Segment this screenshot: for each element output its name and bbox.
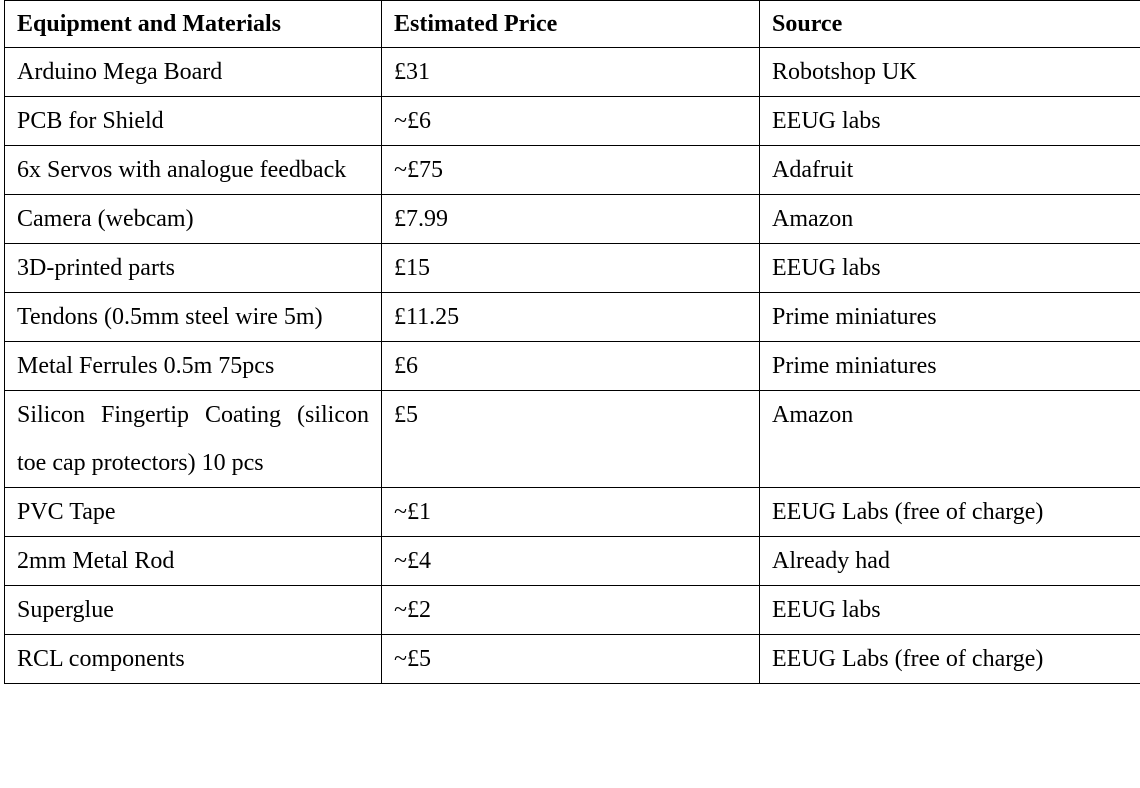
source-cell: EEUG Labs (free of charge) bbox=[759, 487, 1140, 537]
table-row: PVC Tape ~£1 EEUG Labs (free of charge) bbox=[4, 487, 1140, 537]
price-cell: ~£6 bbox=[381, 96, 760, 146]
source-cell: Adafruit bbox=[759, 145, 1140, 195]
price-cell: £5 bbox=[381, 390, 760, 488]
header-price: Estimated Price bbox=[381, 0, 760, 48]
source-cell: Amazon bbox=[759, 390, 1140, 488]
source-cell: Amazon bbox=[759, 194, 1140, 244]
header-equipment: Equipment and Materials bbox=[4, 0, 382, 48]
price-cell: ~£2 bbox=[381, 585, 760, 635]
table-header-row: Equipment and Materials Estimated Price … bbox=[4, 0, 1140, 48]
price-cell: £11.25 bbox=[381, 292, 760, 342]
table-row: Camera (webcam) £7.99 Amazon bbox=[4, 194, 1140, 244]
item-cell: Camera (webcam) bbox=[4, 194, 382, 244]
table-row: Arduino Mega Board £31 Robotshop UK bbox=[4, 47, 1140, 97]
item-cell: 3D-printed parts bbox=[4, 243, 382, 293]
price-cell: ~£1 bbox=[381, 487, 760, 537]
price-cell: £6 bbox=[381, 341, 760, 391]
source-cell: EEUG labs bbox=[759, 96, 1140, 146]
price-cell: £15 bbox=[381, 243, 760, 293]
materials-table: Equipment and Materials Estimated Price … bbox=[4, 0, 1140, 684]
table-row: Silicon Fingertip Coating (silicon toe c… bbox=[4, 390, 1140, 488]
source-cell: Robotshop UK bbox=[759, 47, 1140, 97]
item-cell: Tendons (0.5mm steel wire 5m) bbox=[4, 292, 382, 342]
price-cell: ~£75 bbox=[381, 145, 760, 195]
item-cell: Superglue bbox=[4, 585, 382, 635]
item-cell: RCL components bbox=[4, 634, 382, 684]
table-row: Tendons (0.5mm steel wire 5m) £11.25 Pri… bbox=[4, 292, 1140, 342]
source-cell: EEUG labs bbox=[759, 585, 1140, 635]
header-source: Source bbox=[759, 0, 1140, 48]
item-cell: PCB for Shield bbox=[4, 96, 382, 146]
item-cell: PVC Tape bbox=[4, 487, 382, 537]
item-cell: Silicon Fingertip Coating (silicon toe c… bbox=[4, 390, 382, 488]
price-cell: ~£5 bbox=[381, 634, 760, 684]
table-row: 2mm Metal Rod ~£4 Already had bbox=[4, 536, 1140, 586]
table-row: RCL components ~£5 EEUG Labs (free of ch… bbox=[4, 634, 1140, 684]
table-row: PCB for Shield ~£6 EEUG labs bbox=[4, 96, 1140, 146]
source-cell: Prime miniatures bbox=[759, 341, 1140, 391]
price-cell: £7.99 bbox=[381, 194, 760, 244]
price-cell: £31 bbox=[381, 47, 760, 97]
source-cell: Already had bbox=[759, 536, 1140, 586]
table-row: 6x Servos with analogue feedback ~£75 Ad… bbox=[4, 145, 1140, 195]
source-cell: Prime miniatures bbox=[759, 292, 1140, 342]
item-cell: Metal Ferrules 0.5m 75pcs bbox=[4, 341, 382, 391]
table-row: Superglue ~£2 EEUG labs bbox=[4, 585, 1140, 635]
item-cell: 2mm Metal Rod bbox=[4, 536, 382, 586]
table-row: Metal Ferrules 0.5m 75pcs £6 Prime minia… bbox=[4, 341, 1140, 391]
source-cell: EEUG Labs (free of charge) bbox=[759, 634, 1140, 684]
price-cell: ~£4 bbox=[381, 536, 760, 586]
item-cell: 6x Servos with analogue feedback bbox=[4, 145, 382, 195]
table-row: 3D-printed parts £15 EEUG labs bbox=[4, 243, 1140, 293]
source-cell: EEUG labs bbox=[759, 243, 1140, 293]
item-cell: Arduino Mega Board bbox=[4, 47, 382, 97]
